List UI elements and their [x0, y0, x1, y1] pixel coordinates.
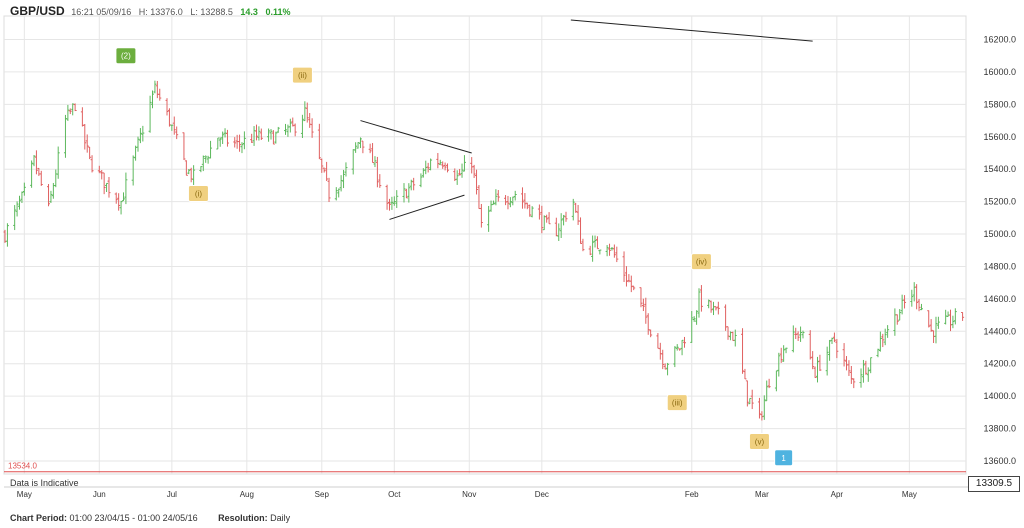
- reference-line-label: 13534.0: [8, 462, 37, 471]
- wave-label: [748, 433, 770, 451]
- wave-label: [115, 47, 137, 65]
- wave-label-text: (i): [195, 190, 202, 199]
- wave-label-text: (ii): [298, 71, 307, 80]
- x-tick-label: Aug: [240, 490, 254, 499]
- y-tick-label: 14600.0: [983, 294, 1016, 304]
- wave-label-text: (v): [755, 438, 765, 447]
- y-tick-label: 15800.0: [983, 99, 1016, 109]
- y-tick-label: 14200.0: [983, 359, 1016, 369]
- x-tick-label: Dec: [535, 490, 549, 499]
- timestamp: 16:21 05/09/16: [71, 7, 132, 17]
- resolution-value: Daily: [270, 513, 291, 523]
- last-price-badge: 13309.5: [968, 476, 1020, 492]
- period-label: Chart Period:: [10, 513, 68, 523]
- wave-label: [291, 66, 313, 84]
- x-tick-label: Oct: [388, 490, 401, 499]
- change-value: 14.3: [240, 7, 258, 17]
- x-tick-label: May: [902, 490, 917, 499]
- y-tick-label: 15000.0: [983, 229, 1016, 239]
- y-tick-label: 14800.0: [983, 261, 1016, 271]
- wave-label-text: (iii): [672, 399, 683, 408]
- chart-header: GBP/USD 16:21 05/09/16 H: 13376.0 L: 132…: [10, 4, 295, 18]
- y-tick-label: 13800.0: [983, 424, 1016, 434]
- resolution-label: Resolution:: [218, 513, 268, 523]
- symbol-title: GBP/USD: [10, 4, 65, 18]
- plot-area: [3, 15, 967, 475]
- high-value: H: 13376.0: [138, 7, 183, 17]
- wave-label-text: 1: [781, 454, 786, 463]
- change-percent: 0.11%: [265, 7, 291, 17]
- y-tick-label: 15200.0: [983, 197, 1016, 207]
- x-tick-label: Sep: [315, 490, 330, 499]
- x-tick-label: Mar: [755, 490, 769, 499]
- y-tick-label: 14000.0: [983, 391, 1016, 401]
- wave-label: [187, 185, 209, 203]
- chart-footer: Chart Period: 01:00 23/04/15 - 01:00 24/…: [10, 513, 294, 523]
- y-tick-label: 16200.0: [983, 35, 1016, 45]
- wave-label: [774, 449, 794, 467]
- x-tick-label: Jul: [167, 490, 177, 499]
- y-tick-label: 16000.0: [983, 67, 1016, 77]
- wave-label-text: (2): [121, 52, 131, 61]
- y-tick-label: 14400.0: [983, 326, 1016, 336]
- trendline: [570, 19, 813, 42]
- x-tick-label: Apr: [831, 490, 844, 499]
- wave-label: [666, 394, 688, 412]
- trendline: [389, 194, 465, 220]
- x-tick-label: Feb: [685, 490, 699, 499]
- indicative-note: Data is Indicative: [10, 478, 79, 488]
- x-tick-label: May: [17, 490, 32, 499]
- y-tick-label: 15600.0: [983, 132, 1016, 142]
- y-tick-label: 13600.0: [983, 456, 1016, 466]
- x-tick-label: Nov: [462, 490, 476, 499]
- y-tick-label: 15400.0: [983, 164, 1016, 174]
- x-tick-label: Jun: [93, 490, 106, 499]
- trendline: [360, 120, 472, 154]
- wave-label: [690, 253, 712, 271]
- period-value: 01:00 23/04/15 - 01:00 24/05/16: [69, 513, 198, 523]
- low-value: L: 13288.5: [190, 7, 233, 17]
- wave-label-text: (iv): [696, 258, 707, 267]
